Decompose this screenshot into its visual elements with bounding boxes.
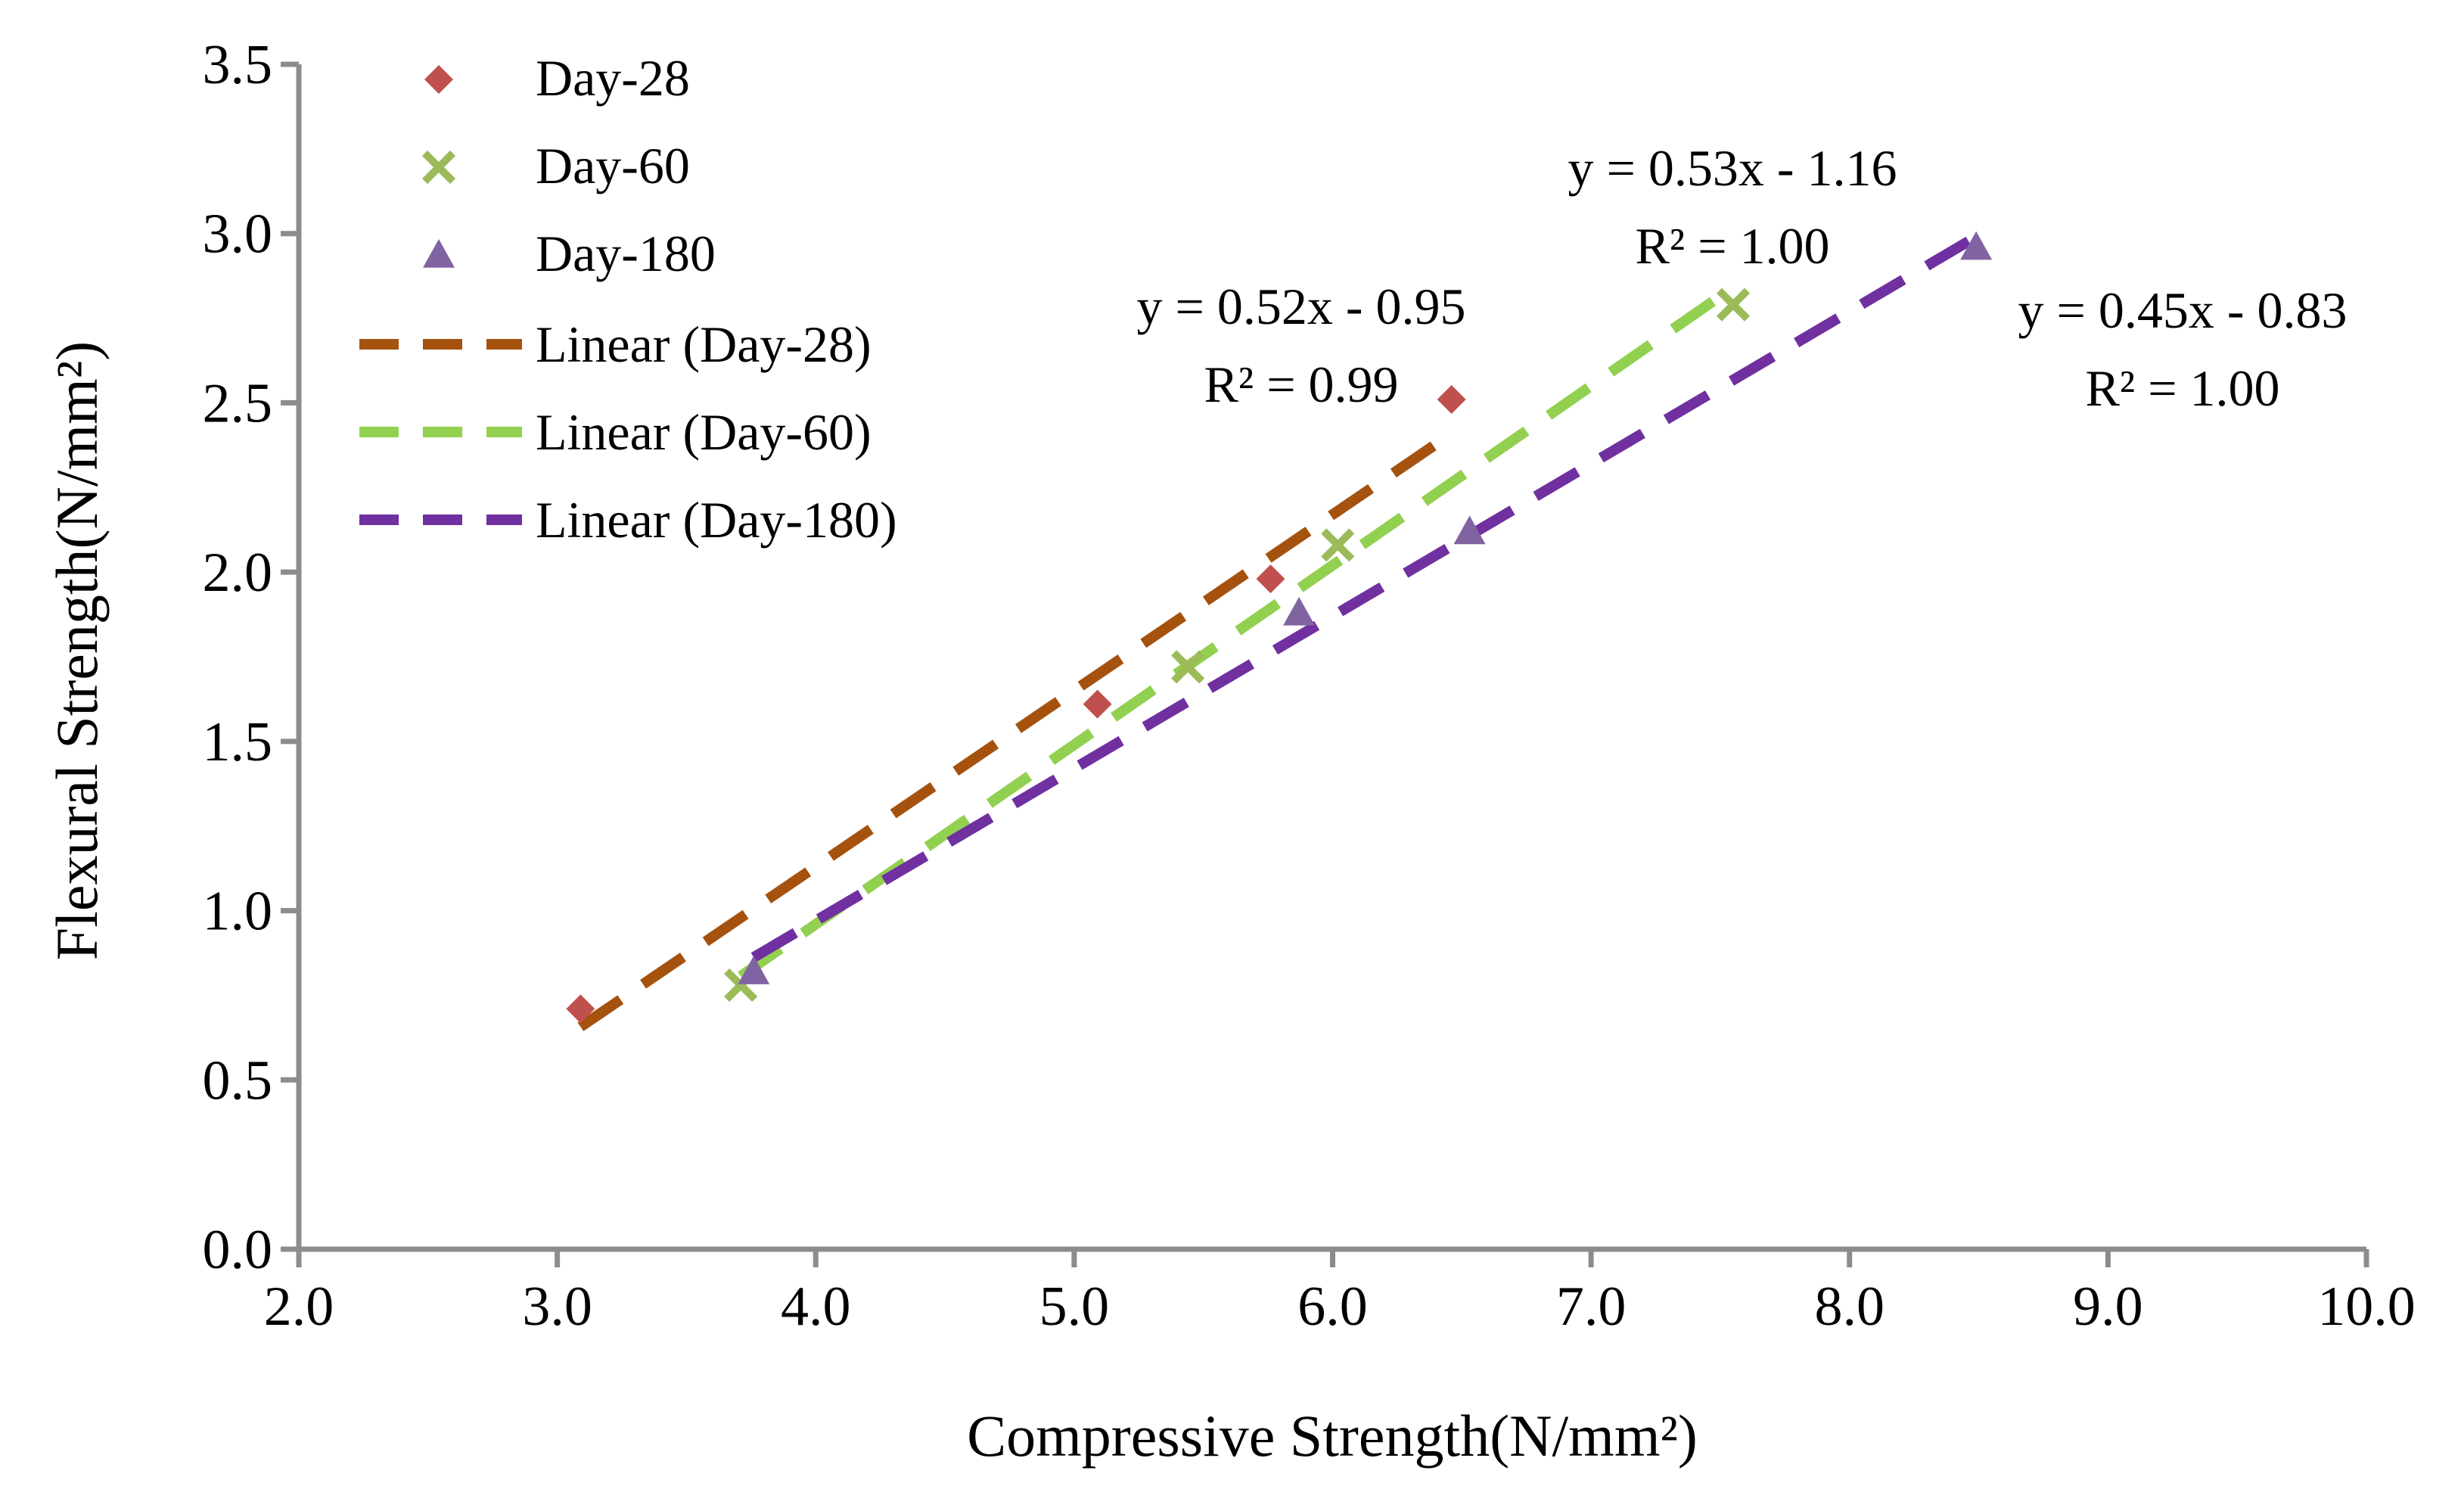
point-day-180: [738, 956, 770, 984]
point-day-28: [1437, 384, 1466, 414]
point-day-60: [1716, 288, 1751, 322]
legend-label-day-60: Day-60: [536, 137, 690, 194]
legend-label-linear-day-28: Linear (Day-28): [536, 316, 872, 373]
y-tick-label: 2.5: [203, 372, 273, 434]
legend-label-linear-day-60: Linear (Day-60): [536, 403, 872, 461]
point-day-60-stroke: [1716, 288, 1751, 322]
y-tick-label: 1.0: [203, 881, 273, 943]
legend-label-day-28: Day-28: [536, 49, 690, 107]
equation-day-180: y = 0.45x - 0.83: [2018, 281, 2347, 339]
y-axis-title: Flexural Strength(N/mm²): [44, 341, 110, 960]
trendline-linear-day-60-: [738, 282, 1737, 981]
x-tick-label: 4.0: [781, 1276, 851, 1338]
x-axis-ticks: 2.0 3.0 4.0 5.0 6.0 7.0 8.0 9.0 10.0: [264, 1249, 2416, 1338]
data-points: [566, 231, 1993, 1024]
y-tick-label: 2.0: [203, 542, 273, 604]
point-day-60-stroke: [1171, 650, 1205, 684]
y-tick-label: 3.0: [203, 204, 273, 266]
x-tick-label: 9.0: [2073, 1276, 2143, 1338]
legend-label-day-180: Day-180: [536, 225, 716, 282]
y-tick-label: 1.5: [203, 711, 273, 773]
point-day-60: [1171, 650, 1205, 684]
legend-symbol-day-180: [423, 239, 455, 268]
x-tick-label: 8.0: [1815, 1276, 1885, 1338]
trendline-linear-day-28-: [577, 429, 1455, 1031]
point-day-28: [1256, 564, 1285, 594]
equation-day-60: y = 0.53x - 1.16: [1568, 139, 1897, 197]
legend-label-linear-day-180: Linear (Day-180): [536, 491, 897, 549]
x-tick-label: 3.0: [522, 1276, 592, 1338]
equation-day-28: y = 0.52x - 0.95: [1137, 278, 1466, 335]
trendlines: [577, 232, 1979, 1031]
y-tick-label: 3.5: [203, 34, 273, 96]
point-day-180: [1283, 596, 1316, 626]
legend-marker-day-180: [423, 239, 455, 268]
point-day-60-stroke: [1321, 528, 1355, 562]
point-day-180: [1960, 231, 1993, 260]
point-day-28: [566, 994, 595, 1024]
point-day-60: [1321, 528, 1355, 562]
x-tick-label: 7.0: [1556, 1276, 1627, 1338]
legend-symbol-day-60: [421, 150, 456, 185]
y-tick-label: 0.5: [203, 1049, 273, 1111]
legend-marker-day-28: [424, 65, 453, 94]
legend-symbol-day-60-stroke: [421, 150, 456, 185]
x-tick-label: 10.0: [2317, 1276, 2416, 1338]
trendline-equations: y = 0.52x - 0.95 R² = 0.99 y = 0.53x - 1…: [1137, 139, 2347, 417]
x-axis-title: Compressive Strength(N/mm²): [967, 1403, 1698, 1469]
x-tick-label: 6.0: [1297, 1276, 1368, 1338]
point-day-28: [1083, 689, 1112, 719]
r2-day-60: R² = 1.00: [1635, 217, 1829, 275]
trendline-linear-day-180-: [750, 232, 1979, 962]
legend: Day-28 Day-60 Day-180 Linear (Day-28) Li…: [359, 49, 897, 549]
y-axis-ticks: 0.0 0.5 1.0 1.5 2.0 2.5 3.0 3.5: [203, 34, 299, 1281]
y-tick-label: 0.0: [203, 1219, 273, 1281]
point-day-180: [1453, 515, 1486, 545]
legend-symbol-day-28: [424, 65, 453, 94]
legend-marker-day-60: [421, 150, 456, 185]
x-tick-label: 2.0: [264, 1276, 334, 1338]
r2-day-180: R² = 1.00: [2085, 359, 2279, 417]
r2-day-28: R² = 0.99: [1204, 356, 1398, 413]
x-tick-label: 5.0: [1039, 1276, 1110, 1338]
